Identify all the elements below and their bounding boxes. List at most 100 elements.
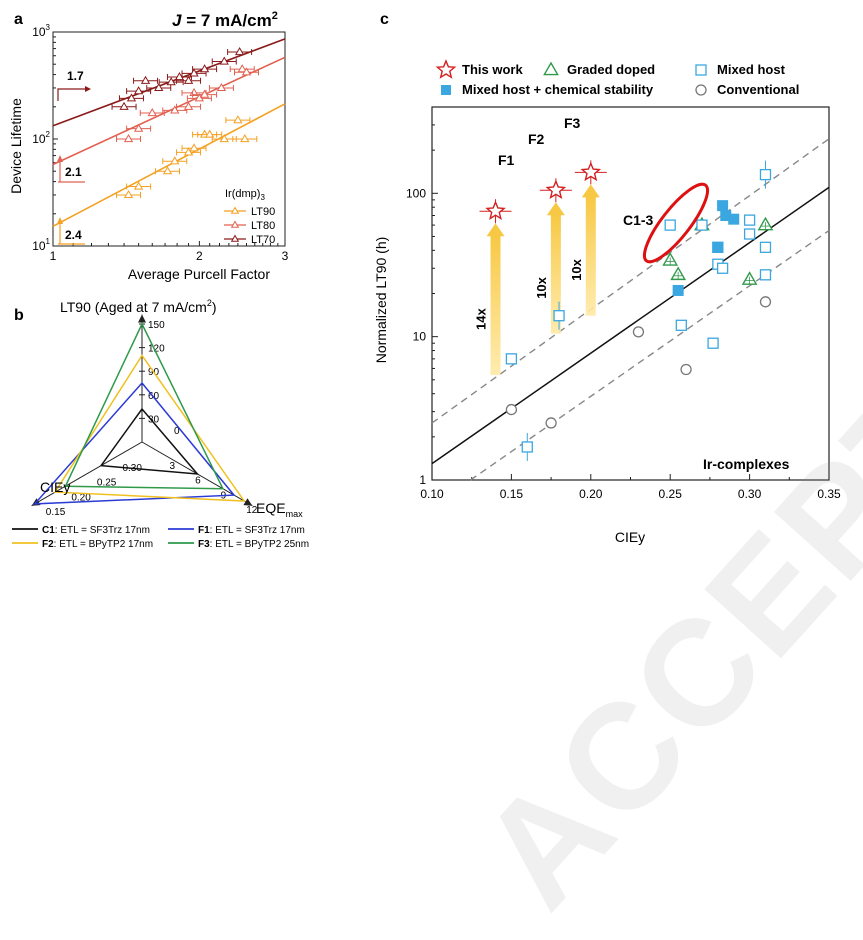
- legend-entry-f2: F2: ETL = BPyTP2 17nm: [42, 539, 153, 550]
- data-point-lt80: [123, 133, 134, 143]
- point-mixed-host: [759, 269, 772, 281]
- point-mixed-host-chem: [672, 284, 684, 296]
- point-mixed-host: [716, 262, 729, 274]
- point-this-work: [485, 200, 506, 221]
- c1-3-highlight: [642, 182, 710, 264]
- radar-tick-label-lt90: 120: [148, 344, 165, 355]
- x-tick-label: 0.30: [738, 487, 762, 501]
- panel-a-points: [111, 47, 259, 199]
- point-mixed-host: [759, 241, 772, 253]
- enhancement-arrow-head: [486, 223, 505, 237]
- point-this-work: [580, 161, 602, 182]
- slope-label-lt70: 1.7: [67, 69, 84, 83]
- slope-marker-lt90: 2.4: [57, 217, 85, 245]
- y-tick-label: 103: [32, 23, 50, 39]
- slope-label-lt80: 2.1: [65, 165, 82, 179]
- panel-a-xlabel: Average Purcell Factor: [128, 266, 270, 282]
- point-mixed-host: [505, 353, 518, 365]
- radar-tick-label-eqe: 6: [195, 476, 201, 487]
- legend-entry-f3: F3: ETL = BPyTP2 25nm: [198, 539, 309, 550]
- legend-label: Graded doped: [567, 62, 655, 77]
- radar-axis-arrow: [243, 498, 253, 506]
- panel-b: b LT90 (Aged at 7 mA/cm2) 03060901201503…: [12, 298, 309, 550]
- y-tick-label: 100: [406, 186, 426, 200]
- panel-c-points: [479, 160, 774, 461]
- data-point-lt70: [119, 101, 129, 110]
- label-f1: F1: [498, 152, 515, 168]
- point-conventional: [505, 403, 518, 416]
- legend-entry-c1: C1: ETL = SF3Trz 17nm: [42, 525, 150, 536]
- radar-axis-eqe: EQEmax: [256, 500, 303, 519]
- data-point-lt70: [219, 56, 229, 65]
- label-f2: F2: [528, 131, 545, 147]
- point-mixed-host-chem: [712, 241, 724, 253]
- legend-marker: [230, 206, 240, 214]
- point-this-work: [545, 179, 567, 199]
- radar-tick-label-lt90: 150: [148, 320, 165, 331]
- enhancement-label: 10x: [569, 258, 584, 280]
- data-point-lt70: [189, 68, 199, 77]
- data-point-lt90: [162, 166, 173, 175]
- y-tick-label: 10: [413, 330, 427, 344]
- radar-axis-arrow: [138, 314, 146, 323]
- legend-label-lt90: LT90: [251, 206, 275, 218]
- x-tick-label: 0.25: [659, 487, 683, 501]
- label-c1-3: C1-3: [623, 212, 654, 228]
- panel-c-label: c: [380, 11, 389, 28]
- trend-line: [431, 186, 830, 465]
- point-mixed-host: [743, 214, 756, 226]
- panel-a: a J = 7 mA/cm2 1 2 3 101 102 103 Average Purc…: [8, 10, 289, 282]
- legend-label: Mixed host + chemical stability: [462, 82, 654, 97]
- label-ir-complexes: Ir-complexes: [703, 456, 790, 472]
- point-mixed-host: [696, 219, 708, 231]
- data-point-lt80: [147, 107, 157, 117]
- data-point-lt70: [174, 71, 185, 81]
- legend-label: Conventional: [717, 82, 799, 97]
- x-tick-label: 3: [282, 249, 289, 263]
- radar-series-c1: [99, 407, 200, 475]
- point-mixed-host-chem: [728, 213, 740, 225]
- point-mixed-host: [553, 310, 565, 322]
- label-f3: F3: [564, 115, 581, 131]
- data-point-lt90: [219, 133, 229, 143]
- radar-axis-ciey: CIEy: [40, 479, 70, 495]
- legend-label-lt70: LT70: [251, 234, 275, 246]
- point-conventional: [545, 417, 557, 429]
- point-mixed-host: [664, 219, 676, 231]
- panel-a-axes: 1 2 3 101 102 103: [32, 23, 288, 263]
- radar-tick-label-ciey: 0.20: [71, 492, 91, 503]
- legend-marker: [230, 234, 240, 242]
- data-point-lt70: [154, 82, 164, 92]
- x-tick-label: 2: [196, 249, 203, 263]
- enhancement-label: 14x: [474, 308, 489, 330]
- radar-tick-label-ciey: 0.25: [97, 478, 117, 489]
- point-mixed-host: [675, 319, 687, 331]
- y-tick-label: 102: [32, 130, 50, 146]
- x-tick-label: 0.10: [420, 487, 444, 501]
- data-point-lt80: [199, 89, 210, 98]
- enhancement-arrow-head: [581, 184, 600, 198]
- point-conventional: [759, 296, 772, 308]
- x-tick-label: 1: [50, 249, 57, 263]
- radar-tick-label-ciey: 0.15: [46, 507, 66, 518]
- data-point-lt80: [133, 123, 144, 132]
- point-mixed-host: [759, 168, 772, 181]
- slope-marker-lt70: 1.7: [57, 69, 91, 101]
- radar-tick-label-eqe: 3: [170, 461, 176, 472]
- legend-marker-this-work: [435, 59, 457, 79]
- x-tick-label: 0.15: [500, 487, 524, 501]
- panel-b-title: LT90 (Aged at 7 mA/cm2): [60, 298, 217, 315]
- data-point-lt70: [126, 93, 137, 102]
- legend-label: This work: [462, 62, 523, 77]
- data-point-lt90: [240, 133, 250, 143]
- radar-tick-label-lt90: 30: [148, 414, 160, 425]
- legend-marker-mixed: [695, 64, 707, 76]
- panel-a-ylabel: Device Lifetime: [8, 98, 24, 194]
- point-conventional: [680, 363, 692, 376]
- x-tick-label: 0.35: [817, 487, 841, 501]
- point-conventional: [632, 326, 645, 338]
- data-point-lt70: [199, 64, 210, 73]
- panel-b-label: b: [14, 307, 24, 324]
- data-point-lt70: [133, 86, 144, 95]
